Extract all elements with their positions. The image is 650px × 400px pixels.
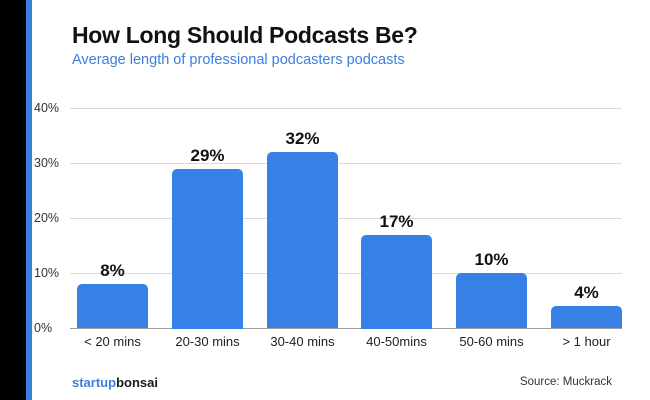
bar-value-label: 10% [474, 250, 509, 269]
logo-bonsai: bonsai [116, 375, 158, 390]
x-tick-label: 20-30 mins [175, 334, 240, 349]
bar-value-label: 32% [285, 129, 320, 148]
y-tick-label: 20% [34, 211, 60, 225]
gridline [70, 273, 622, 274]
x-tick-label: 50-60 mins [459, 334, 524, 349]
x-tick-label: > 1 hour [562, 334, 611, 349]
gridline [70, 163, 622, 164]
bar-value-label: 4% [574, 283, 599, 302]
logo-startup: startup [72, 375, 117, 390]
left-black-band [0, 0, 26, 400]
left-accent-stripe [26, 0, 32, 400]
x-tick-label: < 20 mins [84, 334, 141, 349]
bar [361, 235, 432, 329]
chart-subtitle: Average length of professional podcaster… [72, 52, 405, 68]
x-axis-line [70, 328, 622, 329]
gridline [70, 108, 622, 109]
y-tick-label: 10% [34, 266, 60, 280]
bar-value-label: 17% [379, 212, 414, 231]
bar [456, 273, 527, 328]
bar [267, 152, 338, 328]
gridline [70, 218, 622, 219]
source-note: Source: Muckrack [519, 376, 612, 388]
bar [172, 169, 243, 329]
startupbonsai-logo: startupbonsai [72, 375, 158, 390]
bar [551, 306, 622, 328]
bar-value-label: 29% [190, 146, 225, 165]
x-tick-label: 30-40 mins [270, 334, 335, 349]
chart-title: How Long Should Podcasts Be? [72, 22, 418, 48]
y-tick-label: 30% [34, 156, 60, 170]
x-tick-label: 40-50mins [366, 334, 427, 349]
y-tick-label: 0% [34, 321, 53, 335]
bar [77, 284, 148, 328]
y-tick-label: 40% [34, 101, 60, 115]
bar-value-label: 8% [100, 261, 125, 280]
